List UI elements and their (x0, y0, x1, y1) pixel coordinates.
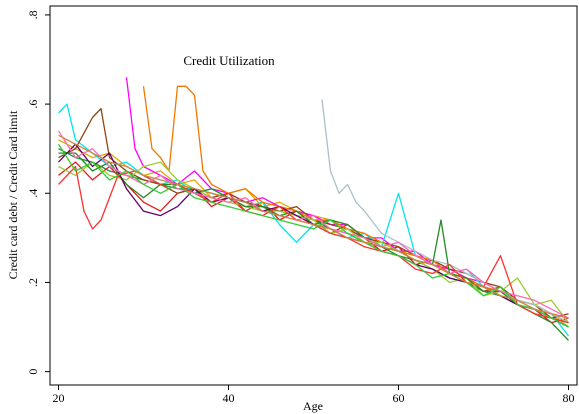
x-tick-label: 20 (53, 391, 65, 405)
series-line-7 (142, 85, 569, 324)
y-tick-label: .6 (26, 100, 40, 109)
series-line-15 (58, 134, 569, 319)
plot-frame (49, 5, 578, 386)
series-line-8 (58, 161, 570, 323)
series-line-5 (58, 103, 570, 337)
y-tick-label: .2 (26, 278, 40, 287)
y-axis-title: Credit card debt / Credit Card limit (6, 110, 20, 279)
y-tick-label: .8 (26, 10, 40, 19)
x-axis-title: Age (303, 399, 323, 413)
series-line-2 (58, 161, 569, 324)
series-line-9 (321, 99, 569, 324)
y-tick-label: .4 (26, 189, 40, 198)
axis-layer: 20 40 60 80 0 .2 .4 .6 .8 (26, 10, 575, 405)
series-line-4 (125, 77, 569, 319)
series-line-12 (58, 165, 569, 324)
series-line-10 (58, 152, 569, 341)
series-line-14 (57, 143, 569, 328)
series-layer (57, 77, 570, 341)
annotation-label: Credit Utilization (183, 53, 275, 68)
x-tick-label: 80 (563, 391, 575, 405)
series-line-3 (58, 139, 569, 328)
y-tick-label: 0 (26, 369, 40, 375)
x-tick-label: 60 (393, 391, 405, 405)
x-tick-label: 40 (223, 391, 235, 405)
